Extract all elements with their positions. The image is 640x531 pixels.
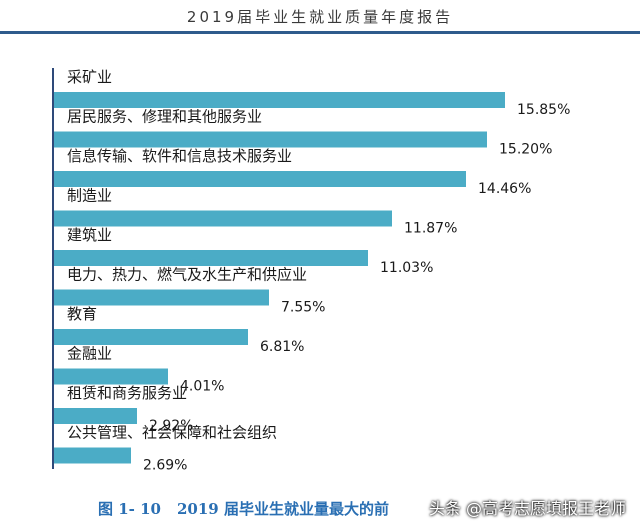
- bar: [54, 408, 137, 424]
- category-label: 教育: [67, 305, 97, 323]
- value-label: 2.69%: [143, 458, 187, 474]
- figure-number: 图 1- 10: [98, 500, 161, 518]
- category-label: 建筑业: [67, 226, 112, 244]
- value-label: 7.55%: [281, 300, 325, 316]
- value-label: 15.20%: [499, 142, 552, 158]
- bar: [54, 368, 168, 385]
- watermark: 头条 @高考志愿填报王老师: [428, 499, 626, 518]
- bar: [54, 92, 505, 108]
- value-label: 6.81%: [260, 339, 304, 355]
- bar: [54, 447, 131, 464]
- value-label: 2.92%: [149, 418, 193, 434]
- value-label: 11.87%: [404, 221, 457, 237]
- bar: [54, 289, 269, 306]
- value-label: 15.85%: [517, 102, 570, 118]
- category-label: 电力、热力、燃气及水生产和供应业: [67, 266, 307, 284]
- category-label: 采矿业: [67, 68, 112, 86]
- bar: [54, 250, 368, 266]
- category-label: 金融业: [67, 345, 112, 363]
- bar: [54, 210, 392, 227]
- bar: [54, 131, 487, 148]
- category-label: 信息传输、软件和信息技术服务业: [67, 147, 292, 165]
- bar: [54, 329, 248, 345]
- category-label: 居民服务、修理和其他服务业: [67, 108, 262, 126]
- figure-caption: 图 1- 10 2019 届毕业生就业量最大的前: [98, 498, 389, 519]
- report-header-title: 2019届毕业生就业质量年度报告: [186, 8, 454, 26]
- category-label: 租赁和商务服务业: [67, 384, 187, 402]
- figure-caption-text: 2019 届毕业生就业量最大的前: [176, 500, 389, 518]
- category-label: 制造业: [67, 187, 112, 205]
- value-label: 11.03%: [380, 260, 433, 276]
- category-label: 公共管理、社会保障和社会组织: [67, 424, 277, 442]
- value-label: 4.01%: [180, 379, 224, 395]
- value-label: 14.46%: [478, 181, 531, 197]
- bar: [54, 171, 466, 187]
- header-rule: [0, 31, 640, 34]
